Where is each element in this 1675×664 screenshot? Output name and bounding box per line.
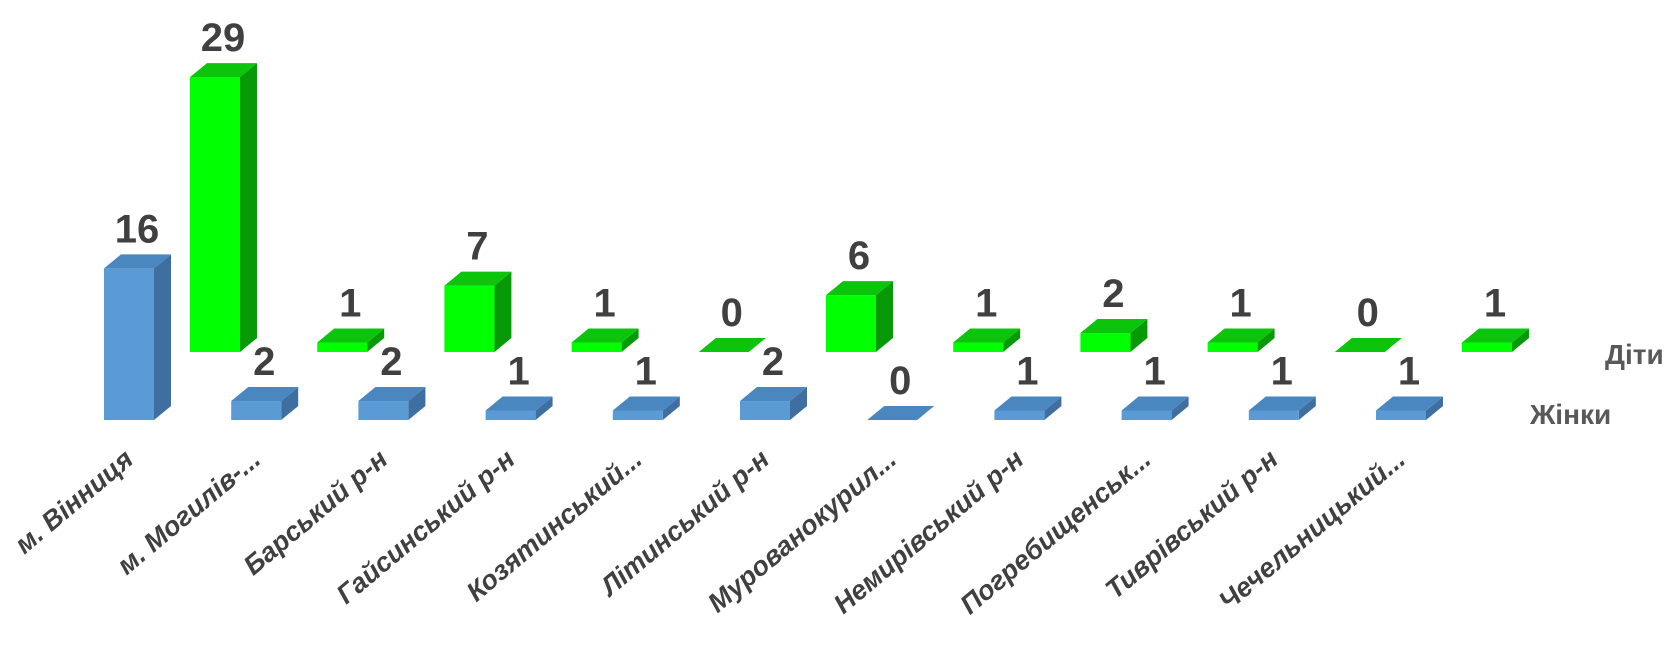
value-label-women-0: 16 [115,207,160,251]
value-label-children-0: 29 [201,16,246,60]
value-label-children-10: 1 [1484,282,1506,326]
value-label-women-6: 0 [889,359,911,403]
category-label-0: м. Вінниця [9,444,139,560]
value-label-children-6: 1 [975,282,997,326]
value-label-women-4: 1 [635,350,657,394]
bar-children-6 [953,328,1021,352]
value-label-children-4: 0 [721,291,743,335]
bar-children-7 [1080,319,1148,352]
value-label-children-2: 7 [466,225,488,269]
value-label-children-1: 1 [339,282,361,326]
series-label-children: Діти [1605,339,1664,370]
bar-women-8 [1121,396,1189,420]
bar-children-5 [826,281,893,352]
bar-children-9 [1334,338,1402,352]
bar-women-0 [104,254,171,420]
value-label-children-9: 0 [1357,291,1379,335]
bar-children-3 [571,328,639,352]
bar-women-10 [1376,396,1443,420]
value-label-women-5: 2 [762,340,784,384]
bar-children-2 [444,271,512,352]
bar-women-9 [1248,396,1316,420]
value-label-women-3: 1 [507,350,529,394]
value-label-women-8: 1 [1143,350,1165,394]
bar-women-3 [485,396,553,420]
value-label-children-7: 2 [1102,272,1124,316]
bar-children-0 [190,63,257,352]
bar-women-1 [231,387,299,420]
bar-women-6 [867,406,935,420]
bar-women-2 [358,387,426,420]
bar-children-10 [1462,328,1529,352]
value-label-women-10: 1 [1398,350,1420,394]
value-label-women-9: 1 [1271,350,1293,394]
bar-children-4 [698,338,766,352]
value-label-women-2: 2 [380,340,402,384]
bar-women-5 [740,387,807,420]
value-label-women-1: 2 [253,340,275,384]
value-label-women-7: 1 [1016,350,1038,394]
series-label-women: Жінки [1529,399,1611,430]
value-label-children-5: 6 [848,234,870,278]
bar-women-7 [994,396,1062,420]
value-label-children-3: 1 [593,282,615,326]
bar-children-8 [1207,328,1275,352]
bars-layer [104,63,1529,420]
bar-children-1 [317,328,385,352]
bar-women-4 [612,396,680,420]
value-label-children-8: 1 [1229,282,1251,326]
